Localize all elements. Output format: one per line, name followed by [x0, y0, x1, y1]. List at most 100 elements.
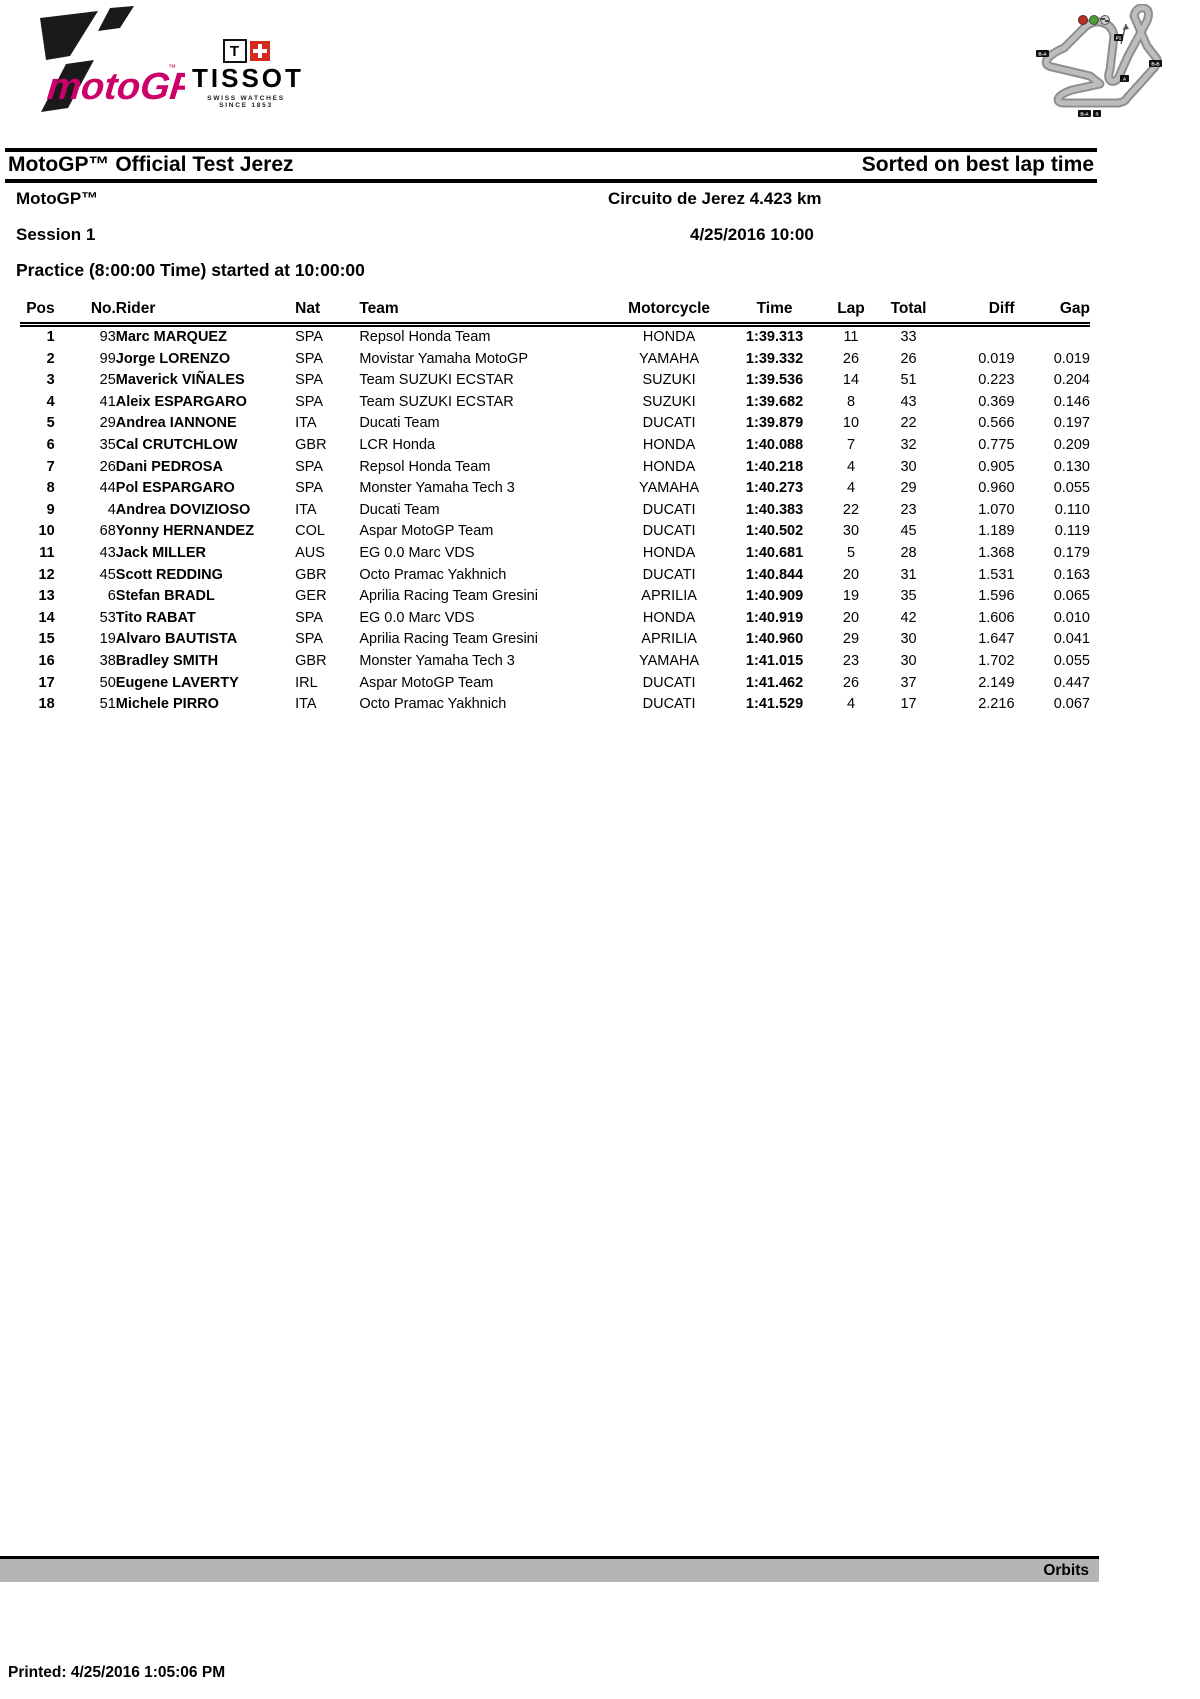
table-row: 3 25 Maverick VIÑALES SPA Team SUZUKI EC…	[20, 370, 1090, 392]
cell-gap: 0.209	[1053, 436, 1090, 453]
cell-rider: Bradley SMITH	[115, 652, 219, 669]
cell-time: 1:40.088	[745, 436, 804, 453]
cell-gap: 0.179	[1053, 544, 1090, 561]
cell-total: 45	[900, 523, 917, 540]
cell-motorcycle: APRILIA	[641, 631, 697, 648]
svg-text:B-A: B-A	[1038, 51, 1047, 56]
cell-total: 51	[900, 372, 917, 389]
cell-lap: 4	[846, 696, 856, 713]
page-title: MotoGP™ Official Test Jerez	[8, 153, 294, 176]
cell-diff	[938, 325, 1014, 349]
cell-no: 99	[99, 350, 116, 367]
cell-lap: 7	[846, 436, 856, 453]
motogp-logo: motoGP ™	[40, 6, 185, 112]
cell-gap: 0.019	[1053, 350, 1090, 367]
track-label-ba: B-A	[1036, 50, 1049, 57]
cell-pos: 17	[38, 674, 55, 691]
cell-pos: 4	[46, 393, 55, 410]
cell-motorcycle: HONDA	[642, 609, 696, 626]
table-row: 4 41 Aleix ESPARGARO SPA Team SUZUKI ECS…	[20, 392, 1090, 414]
col-header-gap: Gap	[1014, 298, 1090, 327]
svg-text:B-B: B-B	[1151, 61, 1160, 66]
table-row: 5 29 Andrea IANNONE ITA Ducati Team DUCA…	[20, 413, 1090, 435]
cell-rider: Jack MILLER	[115, 544, 207, 561]
results-body: 1 93 Marc MARQUEZ SPA Repsol Honda Team …	[20, 325, 1091, 716]
cell-total: 32	[900, 436, 917, 453]
col-header-team: Team	[359, 298, 613, 327]
tissot-tagline: SWISS WATCHES SINCE 1853	[207, 95, 285, 109]
cell-lap: 29	[842, 631, 860, 648]
table-row: 8 44 Pol ESPARGARO SPA Monster Yamaha Te…	[20, 478, 1090, 500]
cell-team: Ducati Team	[359, 501, 440, 518]
tissot-t-icon: T	[222, 39, 247, 63]
cell-rider: Marc MARQUEZ	[115, 329, 227, 345]
title-bar: MotoGP™ Official Test Jerez Sorted on be…	[5, 148, 1097, 183]
cell-time: 1:41.529	[745, 696, 804, 713]
cell-rider: Andrea IANNONE	[115, 415, 237, 432]
cell-nat: SPA	[295, 609, 324, 626]
cell-gap: 0.197	[1053, 415, 1090, 432]
cell-gap: 0.130	[1053, 458, 1090, 475]
checkered-flag-icon	[1100, 15, 1110, 25]
cell-motorcycle: DUCATI	[642, 566, 696, 583]
orbits-label: Orbits	[1043, 1562, 1089, 1579]
cell-pos: 2	[46, 350, 55, 367]
cell-nat: ITA	[295, 696, 317, 713]
circuit-label: Circuito de Jerez 4.423 km	[608, 189, 822, 208]
svg-text:B-A: B-A	[1080, 111, 1089, 116]
cell-motorcycle: HONDA	[642, 458, 696, 475]
table-row: 11 43 Jack MILLER AUS EG 0.0 Marc VDS HO…	[20, 543, 1090, 565]
cell-time: 1:40.681	[745, 544, 804, 561]
cell-total: 43	[900, 393, 917, 410]
cell-total: 26	[900, 350, 917, 367]
cell-total: 31	[900, 566, 917, 583]
col-header-no: No.	[54, 298, 116, 327]
cell-rider: Tito RABAT	[115, 609, 196, 626]
cell-diff: 0.019	[978, 350, 1015, 367]
cell-motorcycle: HONDA	[642, 329, 696, 345]
cell-rider: Jorge LORENZO	[115, 350, 231, 367]
cell-total: 28	[900, 544, 917, 561]
cell-no: 44	[99, 480, 116, 497]
cell-pos: 8	[46, 480, 55, 497]
cell-gap: 0.010	[1053, 609, 1090, 626]
cell-diff: 1.531	[978, 566, 1015, 583]
cell-no: 50	[99, 674, 116, 691]
table-row: 7 26 Dani PEDROSA SPA Repsol Honda Team …	[20, 457, 1090, 479]
cell-pos: 14	[38, 609, 55, 626]
cell-lap: 20	[842, 566, 860, 583]
cell-total: 17	[900, 696, 917, 713]
track-label-p1: P1	[1114, 34, 1123, 41]
col-header-lap: Lap	[822, 298, 879, 327]
cell-total: 23	[900, 501, 917, 518]
cell-rider: Pol ESPARGARO	[115, 480, 235, 497]
cell-team: Repsol Honda Team	[359, 329, 491, 345]
cell-lap: 22	[842, 501, 860, 518]
results-table: Pos No. Rider Nat Team Motorcycle Time L…	[20, 298, 1090, 716]
cell-lap: 5	[846, 544, 856, 561]
table-row: 15 19 Alvaro BAUTISTA SPA Aprilia Racing…	[20, 629, 1091, 651]
cell-time: 1:40.273	[745, 480, 804, 497]
cell-motorcycle: SUZUKI	[642, 393, 696, 410]
motogp-logo-tm: ™	[168, 63, 176, 72]
session-datetime: 4/25/2016 10:00	[690, 225, 814, 244]
cell-no: 45	[99, 566, 116, 583]
cell-pos: 13	[38, 588, 55, 605]
col-header-diff: Diff	[938, 298, 1015, 327]
cell-lap: 10	[842, 415, 860, 432]
col-header-time: Time	[726, 298, 823, 327]
results-header: Pos No. Rider Nat Team Motorcycle Time L…	[20, 298, 1090, 327]
cell-nat: SPA	[295, 393, 324, 410]
col-header-motorcycle: Motorcycle	[612, 298, 727, 327]
cell-diff: 2.216	[978, 696, 1015, 713]
cell-time: 1:39.332	[745, 350, 804, 367]
cell-time: 1:40.383	[745, 501, 804, 518]
col-header-nat: Nat	[295, 298, 360, 327]
cell-total: 35	[900, 588, 917, 605]
cell-time: 1:39.879	[745, 415, 804, 432]
cell-pos: 6	[46, 436, 55, 453]
col-header-pos: Pos	[20, 298, 55, 327]
table-row: 17 50 Eugene LAVERTY IRL Aspar MotoGP Te…	[20, 673, 1091, 695]
green-dot-icon	[1089, 15, 1099, 25]
cell-time: 1:40.502	[745, 523, 804, 540]
